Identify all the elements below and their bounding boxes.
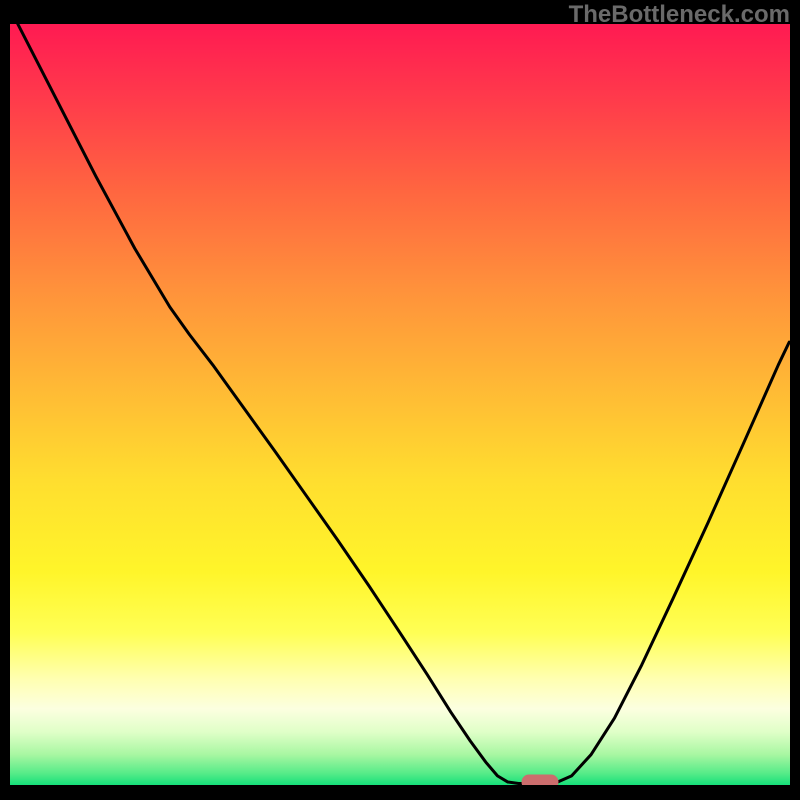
optimal-point-marker [522,775,558,785]
plot-area [10,24,790,785]
watermark-text: TheBottleneck.com [569,1,790,29]
heatmap-gradient-background [10,24,790,785]
